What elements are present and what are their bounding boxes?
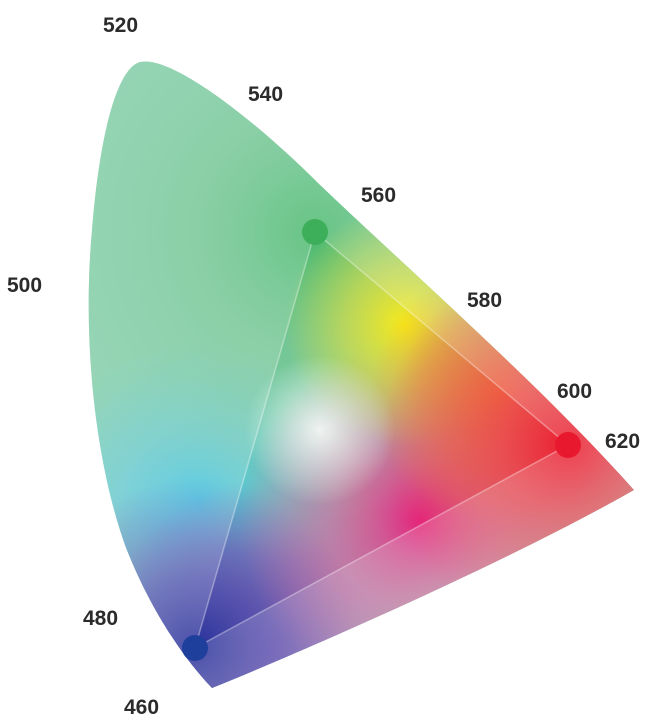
wavelength-label-540: 540 (248, 83, 283, 106)
wavelength-label-580: 580 (467, 289, 502, 312)
blue-primary-point (182, 635, 208, 661)
wavelength-label-520: 520 (103, 14, 138, 37)
wavelength-label-480: 480 (83, 607, 118, 630)
wavelength-label-500: 500 (7, 274, 42, 297)
gamut-outside-tint (88, 61, 635, 688)
green-primary-point (302, 219, 328, 245)
red-primary-point (555, 432, 581, 458)
wavelength-label-620: 620 (605, 430, 640, 453)
wavelength-label-600: 600 (557, 380, 592, 403)
wavelength-label-560: 560 (361, 184, 396, 207)
gamut-triangle (193, 230, 570, 650)
wavelength-label-460: 460 (124, 696, 159, 718)
